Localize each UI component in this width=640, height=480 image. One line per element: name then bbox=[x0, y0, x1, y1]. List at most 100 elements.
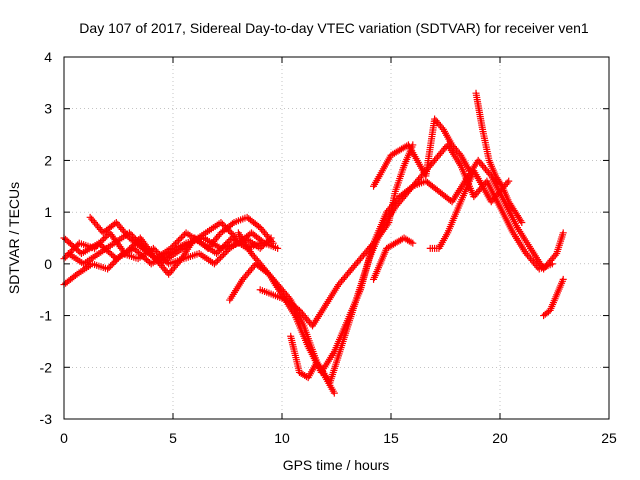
data-point-marker bbox=[130, 233, 138, 241]
y-tick-label: 2 bbox=[44, 152, 52, 168]
data-point-marker bbox=[72, 242, 80, 250]
x-axis-title: GPS time / hours bbox=[283, 457, 390, 473]
data-point-marker bbox=[220, 251, 228, 259]
data-point-marker bbox=[178, 233, 186, 241]
series-track-8 bbox=[287, 332, 338, 397]
data-point-marker bbox=[144, 247, 152, 255]
data-point-marker bbox=[274, 244, 282, 252]
data-point-marker bbox=[210, 260, 218, 268]
y-tick-label: 4 bbox=[44, 49, 52, 65]
data-point-marker bbox=[384, 220, 392, 228]
data-point-marker bbox=[179, 232, 187, 240]
data-point-marker bbox=[62, 253, 70, 261]
data-point-marker bbox=[176, 235, 184, 243]
x-tick-label: 0 bbox=[60, 430, 68, 446]
y-tick-label: 1 bbox=[44, 204, 52, 220]
data-point-marker bbox=[132, 235, 140, 243]
data-point-marker bbox=[497, 181, 505, 189]
data-point-marker bbox=[151, 246, 159, 254]
data-point-marker bbox=[138, 241, 146, 249]
data-point-marker bbox=[117, 251, 125, 259]
data-point-marker bbox=[150, 254, 158, 262]
data-point-marker bbox=[127, 243, 135, 251]
data-point-marker bbox=[294, 305, 302, 313]
data-point-marker bbox=[157, 252, 165, 260]
y-tick-label: 0 bbox=[44, 256, 52, 272]
data-point-marker bbox=[153, 257, 161, 265]
data-point-marker bbox=[141, 244, 149, 252]
y-tick-label: 3 bbox=[44, 101, 52, 117]
data-point-marker bbox=[215, 255, 223, 263]
data-point-marker bbox=[216, 246, 224, 254]
data-point-marker bbox=[151, 255, 159, 263]
data-point-marker bbox=[213, 250, 221, 258]
data-point-marker bbox=[455, 150, 463, 158]
data-point-marker bbox=[229, 231, 237, 239]
data-point-marker bbox=[228, 220, 236, 228]
data-point-marker bbox=[258, 243, 266, 251]
data-point-marker bbox=[135, 238, 143, 246]
data-point-marker bbox=[104, 265, 112, 273]
data-point-marker bbox=[330, 389, 338, 397]
series-track-12 bbox=[370, 115, 473, 190]
data-point-marker bbox=[217, 245, 225, 253]
data-point-marker bbox=[111, 257, 119, 265]
data-point-marker bbox=[269, 239, 277, 247]
x-tick-label: 25 bbox=[601, 430, 617, 446]
data-point-marker bbox=[98, 237, 106, 245]
data-point-marker bbox=[262, 238, 270, 246]
data-point-marker bbox=[220, 242, 228, 250]
data-point-marker bbox=[167, 244, 175, 252]
data-point-marker bbox=[228, 229, 236, 237]
data-point-marker bbox=[222, 223, 230, 231]
y-axis-title: SDTVAR / TECUs bbox=[6, 182, 22, 294]
data-point-marker bbox=[216, 231, 224, 239]
data-point-marker bbox=[142, 246, 150, 254]
data-point-marker bbox=[503, 179, 511, 187]
data-point-marker bbox=[149, 244, 157, 252]
y-tick-label: -1 bbox=[40, 308, 53, 324]
data-point-marker bbox=[97, 238, 105, 246]
data-point-marker bbox=[174, 237, 182, 245]
y-tick-label: -2 bbox=[40, 359, 53, 375]
data-point-marker bbox=[128, 232, 136, 240]
data-point-marker bbox=[173, 238, 181, 246]
data-point-marker bbox=[69, 245, 77, 253]
data-point-marker bbox=[438, 124, 446, 132]
data-point-marker bbox=[155, 251, 163, 259]
data-point-marker bbox=[518, 218, 526, 226]
data-point-marker bbox=[71, 244, 79, 252]
data-point-marker bbox=[91, 244, 99, 252]
data-point-marker bbox=[259, 241, 267, 249]
data-point-marker bbox=[221, 249, 229, 257]
x-tick-labels: 0 5 10 15 20 25 bbox=[60, 430, 617, 446]
data-point-marker bbox=[154, 249, 162, 257]
x-tick-label: 20 bbox=[492, 430, 508, 446]
chart-title: Day 107 of 2017, Sidereal Day-to-day VTE… bbox=[79, 20, 589, 36]
data-point-marker bbox=[127, 230, 135, 238]
data-point-marker bbox=[256, 244, 264, 252]
plot-frame bbox=[63, 56, 610, 420]
data-point-marker bbox=[94, 241, 102, 249]
data-point-marker bbox=[223, 239, 231, 247]
data-point-marker bbox=[136, 240, 144, 248]
series-track-14 bbox=[540, 275, 567, 320]
data-point-marker bbox=[92, 243, 100, 251]
data-point-marker bbox=[110, 259, 118, 267]
data-point-marker bbox=[176, 256, 184, 264]
data-point-marker bbox=[225, 226, 233, 234]
data-point-marker bbox=[217, 254, 225, 262]
data-point-marker bbox=[268, 237, 276, 245]
data-point-marker bbox=[124, 246, 132, 254]
data-point-marker bbox=[107, 262, 115, 270]
data-point-marker bbox=[505, 177, 513, 185]
data-point-marker bbox=[226, 228, 234, 236]
data-point-marker bbox=[168, 243, 176, 251]
data-point-marker bbox=[220, 222, 228, 230]
data-point-marker bbox=[213, 257, 221, 265]
data-point-marker bbox=[101, 233, 109, 241]
data-point-marker bbox=[559, 229, 567, 237]
data-point-marker bbox=[126, 245, 134, 253]
data-point-marker bbox=[71, 271, 79, 279]
